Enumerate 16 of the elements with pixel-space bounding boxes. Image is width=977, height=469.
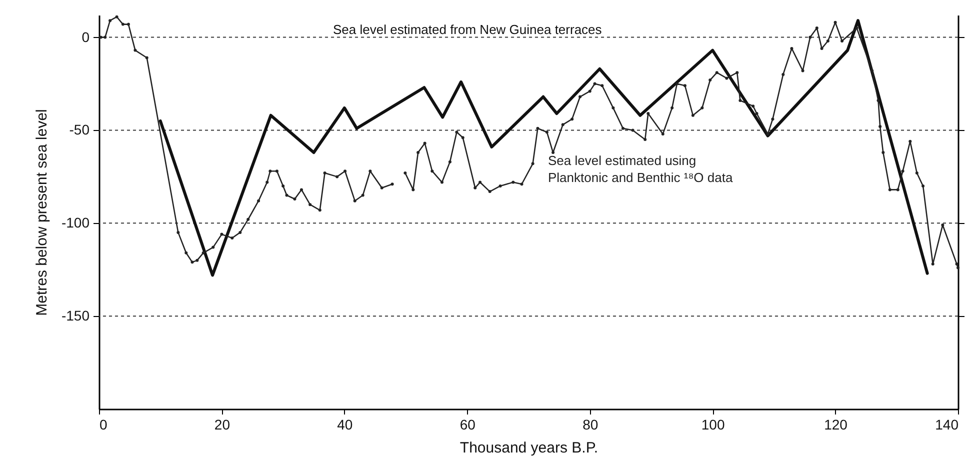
y-tick-label: -100: [61, 214, 90, 231]
x-axis-title: Thousand years B.P.: [460, 440, 598, 456]
y-axis-title: Metres below present sea level: [33, 109, 50, 316]
x-tick-label: 40: [337, 416, 353, 432]
x-tick-label: 120: [824, 416, 848, 432]
x-tick-label: 20: [214, 416, 230, 432]
x-tick-label: 0: [100, 416, 108, 432]
y-tick-label: -150: [61, 308, 90, 324]
series-label: Sea level estimated using Planktonic and Benthic ¹⁸O data: [548, 153, 734, 185]
x-tick-label: 140: [935, 416, 959, 432]
text: Sea level estimated from New Guinea terraces: [333, 22, 602, 37]
y-tick-label: 0: [82, 28, 90, 45]
y-tick-label: -50: [69, 122, 90, 138]
x-tick-label: 100: [701, 416, 725, 432]
x-tick-label: 60: [460, 416, 476, 432]
x-tick-label: 80: [582, 416, 598, 432]
